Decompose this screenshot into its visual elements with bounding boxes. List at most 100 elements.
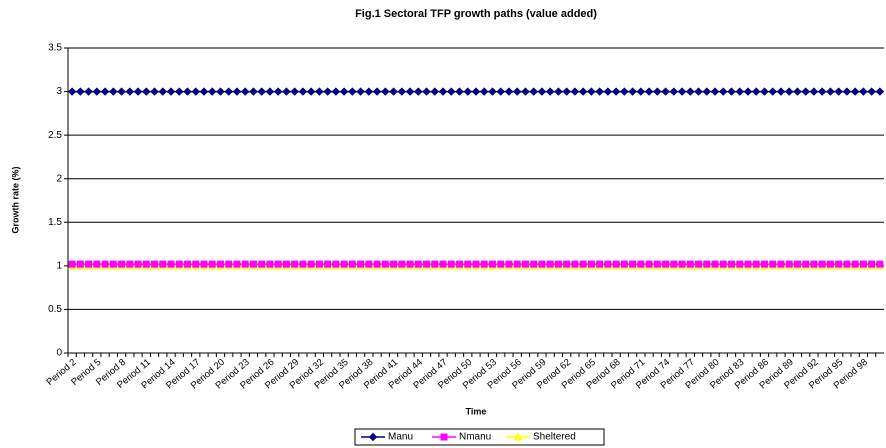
data-point xyxy=(233,260,241,268)
data-point xyxy=(224,87,233,96)
data-point xyxy=(802,260,810,268)
data-point xyxy=(389,87,398,96)
data-point xyxy=(578,87,588,96)
data-point xyxy=(166,87,176,96)
data-point xyxy=(497,260,505,268)
data-point xyxy=(422,87,431,96)
data-point xyxy=(471,87,481,96)
data-point xyxy=(612,260,620,268)
data-point xyxy=(414,260,422,268)
data-point xyxy=(306,87,316,96)
data-point xyxy=(125,87,135,96)
data-point xyxy=(728,260,736,268)
data-point xyxy=(809,87,819,96)
data-point xyxy=(801,87,810,96)
data-point xyxy=(151,260,159,268)
data-point xyxy=(793,260,801,268)
data-point xyxy=(430,87,439,96)
data-point xyxy=(703,260,711,268)
data-point xyxy=(546,260,554,268)
data-point xyxy=(390,260,398,268)
chart-title: Fig.1 Sectoral TFP growth paths (value a… xyxy=(355,8,597,20)
data-point xyxy=(760,260,768,268)
data-point xyxy=(76,87,85,96)
data-point xyxy=(175,260,183,268)
data-point xyxy=(431,260,439,268)
data-point xyxy=(192,260,200,268)
data-point xyxy=(315,87,324,96)
data-point xyxy=(324,260,332,268)
legend-marker xyxy=(440,433,448,441)
data-point xyxy=(620,87,629,96)
data-point xyxy=(711,260,719,268)
data-point xyxy=(216,260,224,268)
data-point xyxy=(719,260,727,268)
data-point xyxy=(225,260,233,268)
data-point xyxy=(826,87,835,96)
data-point xyxy=(834,87,843,96)
data-point xyxy=(438,87,448,96)
data-point xyxy=(348,260,356,268)
data-point xyxy=(134,260,142,268)
data-point xyxy=(760,87,769,96)
data-point xyxy=(249,87,258,96)
data-point xyxy=(587,260,595,268)
data-point xyxy=(472,260,480,268)
data-point xyxy=(323,87,332,96)
data-point xyxy=(291,260,299,268)
data-point xyxy=(735,87,744,96)
data-point xyxy=(776,87,786,96)
data-point xyxy=(818,260,826,268)
data-point xyxy=(727,87,736,96)
data-point xyxy=(744,260,752,268)
data-point xyxy=(636,87,646,96)
y-tick-label: 3 xyxy=(56,86,62,97)
data-point xyxy=(68,260,76,268)
data-point xyxy=(331,87,341,96)
data-point xyxy=(372,87,382,96)
data-point xyxy=(84,87,93,96)
data-point xyxy=(208,260,216,268)
data-point xyxy=(644,87,654,96)
data-point xyxy=(554,260,562,268)
data-point xyxy=(571,260,579,268)
data-point xyxy=(158,87,167,96)
data-point xyxy=(364,87,374,96)
data-point xyxy=(843,260,851,268)
data-point xyxy=(645,260,653,268)
data-point xyxy=(258,260,266,268)
data-point xyxy=(315,260,323,268)
y-tick-label: 1.5 xyxy=(48,217,62,228)
data-point xyxy=(695,260,703,268)
data-point xyxy=(455,87,464,96)
data-point xyxy=(265,87,275,96)
data-point xyxy=(653,260,661,268)
data-point xyxy=(694,87,703,96)
data-point xyxy=(793,87,802,96)
data-point xyxy=(257,87,266,96)
data-point xyxy=(810,260,818,268)
data-point xyxy=(357,260,365,268)
data-point xyxy=(414,87,423,96)
data-point xyxy=(282,260,290,268)
data-point xyxy=(868,260,876,268)
data-point xyxy=(439,260,447,268)
data-point xyxy=(85,260,93,268)
data-point xyxy=(785,87,794,96)
data-point xyxy=(620,260,628,268)
x-axis-label: Time xyxy=(466,406,487,416)
data-point xyxy=(670,260,678,268)
data-point xyxy=(768,87,777,96)
data-point xyxy=(150,87,159,96)
data-point xyxy=(769,260,777,268)
data-point xyxy=(496,87,505,96)
data-point xyxy=(603,87,613,96)
data-point xyxy=(545,87,555,96)
data-point xyxy=(538,260,546,268)
data-point xyxy=(208,87,217,96)
data-point xyxy=(307,260,315,268)
data-point xyxy=(611,87,621,96)
data-point xyxy=(299,260,307,268)
data-point xyxy=(686,260,694,268)
